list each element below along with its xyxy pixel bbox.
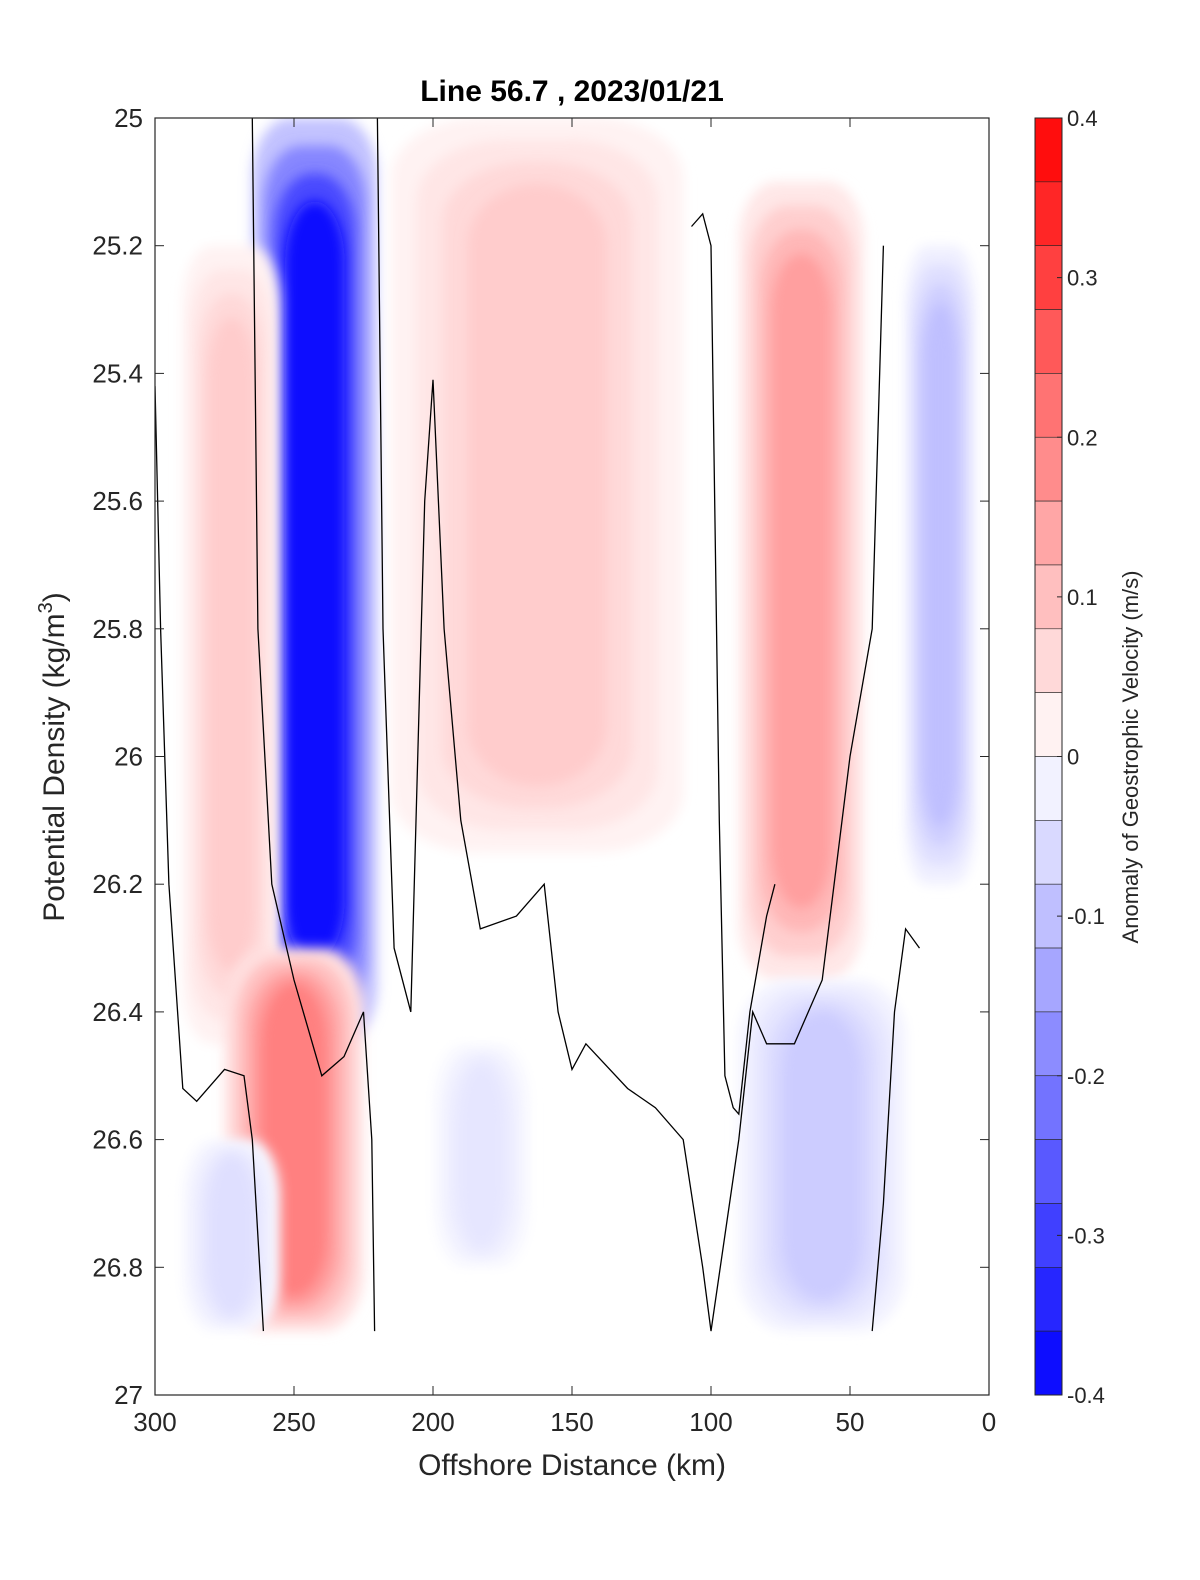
colorbar-level xyxy=(1034,947,1063,1013)
x-tick-label: 150 xyxy=(550,1407,593,1437)
field-region xyxy=(467,184,607,787)
zero-contour xyxy=(155,118,921,1332)
velocity-field xyxy=(182,118,976,1332)
y-tick-label: 27 xyxy=(114,1380,143,1410)
y-tick-label: 26.8 xyxy=(92,1252,143,1282)
colorbar: 0.4 0.3 0.2 0.1 0 -0.1 -0.2 -0.3 -0.4 Anomaly of… xyxy=(1034,106,1143,1408)
y-tick-label: 26 xyxy=(114,742,143,772)
field-region xyxy=(285,201,345,961)
y-tick-label: 26.6 xyxy=(92,1125,143,1155)
colorbar-tick-label: 0.3 xyxy=(1067,266,1098,291)
x-tick-label: 200 xyxy=(411,1407,454,1437)
field-region xyxy=(208,317,255,972)
colorbar-level xyxy=(1034,117,1063,183)
x-axis-ticks: 300 250 200 150 100 50 0 xyxy=(133,118,996,1437)
colorbar-tick-label: 0.1 xyxy=(1067,585,1098,610)
colorbar-level xyxy=(1034,1267,1063,1332)
y-tick-label: 25.2 xyxy=(92,231,143,261)
colorbar-tick-label: -0.3 xyxy=(1067,1223,1105,1248)
y-tick-label: 25.6 xyxy=(92,486,143,516)
x-tick-label: 0 xyxy=(982,1407,996,1437)
y-axis-label-sup: 3 xyxy=(35,602,57,613)
zero-contour-line xyxy=(691,212,776,1116)
x-tick-label: 50 xyxy=(836,1407,865,1437)
zero-contour-line xyxy=(251,118,376,1332)
y-tick-label: 26.2 xyxy=(92,869,143,899)
zero-contour-line xyxy=(155,386,265,1332)
field-region xyxy=(208,1156,255,1314)
y-axis-label-close: ) xyxy=(38,592,71,602)
chart-title: Line 56.7 , 2023/01/21 xyxy=(420,75,724,108)
colorbar-level xyxy=(1034,436,1063,502)
colorbar-tick-label: 0.4 xyxy=(1067,106,1098,131)
colorbar-level xyxy=(1034,628,1063,693)
y-axis-label: Potential Density (kg/m3) xyxy=(35,592,71,922)
colorbar-tick-label: -0.1 xyxy=(1067,904,1105,929)
colorbar-tick-label: 0.2 xyxy=(1067,425,1098,450)
colorbar-label: Anomaly of Geostrophic Velocity (m/s) xyxy=(1118,571,1143,944)
y-tick-label: 25 xyxy=(114,103,143,133)
colorbar-level xyxy=(1034,181,1063,247)
field-region xyxy=(923,303,957,827)
colorbar-level xyxy=(1034,756,1063,821)
zero-contour-line xyxy=(376,118,885,1332)
colorbar-tick-label: -0.4 xyxy=(1067,1383,1105,1408)
colorbar-tick-label: 0 xyxy=(1067,745,1079,770)
colorbar-level xyxy=(1034,1139,1063,1204)
colorbar-level xyxy=(1034,1330,1063,1396)
field-region xyxy=(458,1063,505,1248)
x-tick-label: 300 xyxy=(133,1407,176,1437)
zero-contour-line xyxy=(871,927,921,1332)
x-tick-label: 100 xyxy=(689,1407,732,1437)
field-region xyxy=(782,1011,862,1300)
x-tick-label: 250 xyxy=(272,1407,315,1437)
colorbar-level xyxy=(1034,692,1063,757)
y-tick-label: 26.4 xyxy=(92,997,143,1027)
colorbar-tick-label: -0.2 xyxy=(1067,1064,1105,1089)
y-tick-label: 25.8 xyxy=(92,614,143,644)
colorbar-level xyxy=(1034,1075,1063,1140)
y-axis-ticks: 25 25.2 25.4 25.6 25.8 26 26.2 26.4 26.6 26.8 27 xyxy=(92,103,989,1410)
y-axis-label-main: Potential Density (kg/m xyxy=(38,613,71,921)
colorbar-level xyxy=(1034,1011,1063,1077)
colorbar-level xyxy=(1034,309,1063,374)
colorbar-level xyxy=(1034,500,1063,566)
y-tick-label: 25.4 xyxy=(92,358,143,388)
colorbar-ticks: 0.4 0.3 0.2 0.1 0 -0.1 -0.2 -0.3 -0.4 xyxy=(1057,106,1105,1408)
colorbar-level xyxy=(1034,820,1063,885)
colorbar-level xyxy=(1034,373,1063,438)
plot-area: 300 250 200 150 100 50 0 2525.225.425.625.8262… xyxy=(92,103,996,1437)
field-region xyxy=(771,253,832,909)
x-axis-label: Offshore Distance (km) xyxy=(418,1449,726,1482)
